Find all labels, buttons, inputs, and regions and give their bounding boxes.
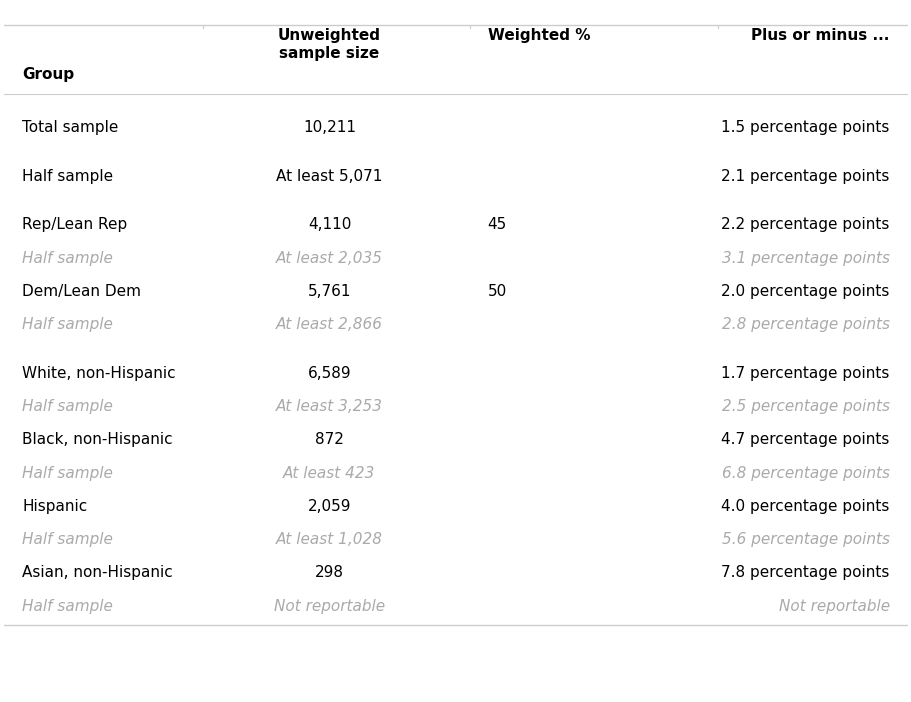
Text: 5,761: 5,761	[307, 284, 351, 299]
Text: 4,110: 4,110	[307, 217, 351, 232]
Text: 298: 298	[314, 566, 343, 581]
Text: Not reportable: Not reportable	[273, 599, 384, 614]
Text: At least 423: At least 423	[283, 465, 375, 481]
Text: 3.1 percentage points: 3.1 percentage points	[721, 251, 889, 265]
Text: Half sample: Half sample	[22, 532, 113, 547]
Text: Unweighted
sample size: Unweighted sample size	[278, 29, 381, 61]
Text: White, non-Hispanic: White, non-Hispanic	[22, 366, 176, 380]
Text: At least 3,253: At least 3,253	[276, 399, 383, 414]
Text: 2.5 percentage points: 2.5 percentage points	[721, 399, 889, 414]
Text: At least 1,028: At least 1,028	[276, 532, 383, 547]
Text: 7.8 percentage points: 7.8 percentage points	[721, 566, 889, 581]
Text: 4.0 percentage points: 4.0 percentage points	[721, 499, 889, 514]
Text: 5.6 percentage points: 5.6 percentage points	[721, 532, 889, 547]
Text: 1.5 percentage points: 1.5 percentage points	[721, 120, 889, 135]
Text: 45: 45	[487, 217, 507, 232]
Text: 2.0 percentage points: 2.0 percentage points	[721, 284, 889, 299]
Text: 6,589: 6,589	[307, 366, 351, 380]
Text: 50: 50	[487, 284, 507, 299]
Text: 4.7 percentage points: 4.7 percentage points	[721, 432, 889, 447]
Text: 6.8 percentage points: 6.8 percentage points	[721, 465, 889, 481]
Text: At least 2,035: At least 2,035	[276, 251, 383, 265]
Text: Plus or minus ...: Plus or minus ...	[751, 29, 889, 44]
Text: 1.7 percentage points: 1.7 percentage points	[721, 366, 889, 380]
Text: Total sample: Total sample	[22, 120, 118, 135]
Text: Half sample: Half sample	[22, 168, 113, 184]
Text: Half sample: Half sample	[22, 251, 113, 265]
Text: Half sample: Half sample	[22, 399, 113, 414]
Text: Not reportable: Not reportable	[778, 599, 889, 614]
Text: Group: Group	[22, 67, 75, 81]
Text: Hispanic: Hispanic	[22, 499, 87, 514]
Text: Half sample: Half sample	[22, 317, 113, 332]
Text: Half sample: Half sample	[22, 599, 113, 614]
Text: Weighted %: Weighted %	[487, 29, 589, 44]
Text: Asian, non-Hispanic: Asian, non-Hispanic	[22, 566, 173, 581]
Text: 2,059: 2,059	[307, 499, 351, 514]
Text: Half sample: Half sample	[22, 465, 113, 481]
Text: 2.8 percentage points: 2.8 percentage points	[721, 317, 889, 332]
Text: 2.2 percentage points: 2.2 percentage points	[721, 217, 889, 232]
Text: 872: 872	[314, 432, 343, 447]
Text: 10,211: 10,211	[302, 120, 355, 135]
Text: At least 5,071: At least 5,071	[276, 168, 383, 184]
Text: At least 2,866: At least 2,866	[276, 317, 383, 332]
Text: 2.1 percentage points: 2.1 percentage points	[721, 168, 889, 184]
Text: Dem/Lean Dem: Dem/Lean Dem	[22, 284, 141, 299]
Text: Black, non-Hispanic: Black, non-Hispanic	[22, 432, 173, 447]
Text: Rep/Lean Rep: Rep/Lean Rep	[22, 217, 128, 232]
